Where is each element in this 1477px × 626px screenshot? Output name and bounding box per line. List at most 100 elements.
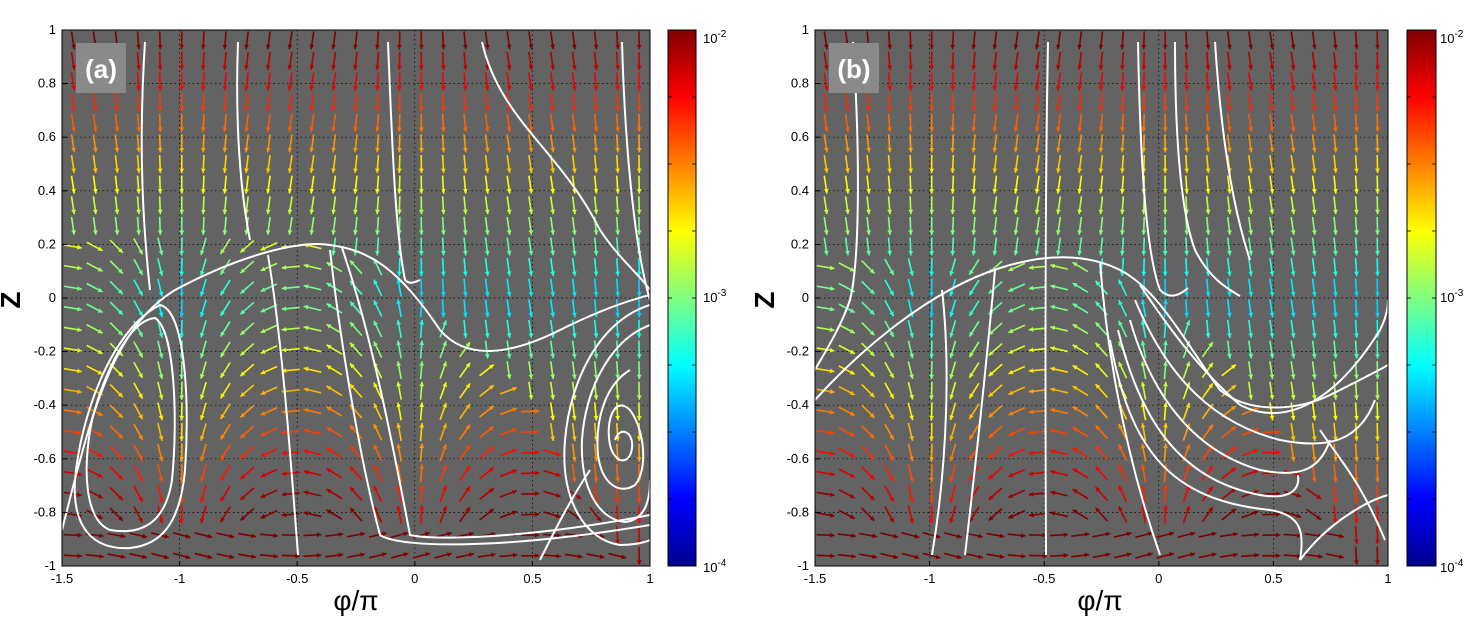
vector-arrow [303, 408, 322, 415]
vector-arrow [1226, 134, 1232, 153]
vector-arrow [1056, 113, 1062, 132]
vector-arrow [907, 402, 914, 421]
vector-arrow [1205, 31, 1211, 50]
vector-arrow [216, 532, 235, 539]
vector-arrow [968, 423, 980, 441]
vector-arrow [1140, 484, 1147, 503]
vector-arrow [1013, 154, 1019, 174]
streamline-x-0-2-a [481, 41, 650, 291]
vector-arrow [373, 279, 383, 297]
vector-arrow [375, 237, 380, 256]
vector-arrow [1050, 532, 1069, 538]
vector-arrow [419, 319, 425, 338]
vector-arrow [571, 31, 577, 50]
vector-arrow [1120, 31, 1125, 50]
vector-arrow [861, 301, 875, 316]
vector-arrow [219, 279, 231, 296]
streamline-x-0-7-a [329, 249, 650, 546]
vector-arrow [326, 385, 343, 397]
vector-arrow [1226, 72, 1232, 91]
vector-arrow [114, 93, 120, 112]
vector-arrow [929, 505, 934, 524]
vector-arrow [543, 469, 561, 477]
vector-arrow [499, 386, 518, 395]
vector-arrow [349, 465, 363, 481]
arrow-field-b [816, 31, 1380, 565]
vector-arrow [397, 31, 402, 50]
vector-arrow [92, 134, 98, 153]
vector-arrow [239, 404, 255, 418]
vector-arrow [992, 113, 998, 132]
vector-arrow [63, 409, 82, 415]
vector-arrow [971, 31, 977, 50]
vector-arrow [1205, 72, 1211, 91]
vector-arrow [887, 72, 893, 91]
vector-arrow [521, 470, 540, 476]
vector-arrow [63, 367, 82, 374]
vector-arrow [1247, 340, 1254, 359]
vector-arrow [1354, 51, 1359, 70]
vector-arrow [1290, 93, 1296, 112]
vector-arrow [238, 532, 257, 539]
vector-arrow [331, 134, 337, 153]
vector-arrow [571, 93, 577, 112]
vector-arrow [109, 383, 124, 398]
vector-arrow [179, 216, 185, 235]
vector-arrow [1247, 51, 1254, 70]
x-tick-label: -0.5 [1033, 571, 1055, 586]
vector-arrow [1184, 237, 1190, 256]
vector-arrow [1113, 531, 1132, 538]
vector-arrow [396, 443, 402, 462]
vector-arrow [462, 51, 468, 70]
vector-arrow [636, 402, 642, 421]
vector-arrow [1269, 381, 1275, 400]
vector-arrow [1072, 488, 1089, 500]
vector-arrow [499, 428, 518, 436]
vector-arrow [331, 72, 337, 91]
vector-arrow [861, 342, 875, 357]
vector-arrow [950, 51, 956, 70]
vector-arrow [375, 93, 380, 112]
vector-arrow [1072, 302, 1089, 314]
vector-arrow [326, 261, 343, 273]
vector-arrow [1120, 93, 1125, 112]
vector-arrow [884, 361, 895, 379]
vector-arrow [593, 196, 599, 215]
vector-arrow [1156, 552, 1175, 559]
vector-arrow [1290, 154, 1296, 174]
vector-arrow [901, 532, 920, 539]
panel-a: -1.5 -1 -0.5 0 0.5 110.80.60.40.20-0.2-0.4-0.… [0, 22, 654, 616]
vector-arrow [549, 196, 556, 215]
vector-arrow [265, 93, 271, 112]
vector-arrow [542, 553, 562, 559]
vector-arrow [419, 443, 425, 462]
vector-arrow [412, 552, 431, 559]
vector-arrow [349, 342, 363, 357]
vector-arrow [239, 487, 255, 501]
vector-arrow [109, 466, 124, 481]
vector-arrow [179, 72, 185, 91]
x-tick-label: 1 [646, 571, 653, 586]
vector-arrow [397, 72, 402, 91]
vector-arrow [968, 506, 980, 523]
vector-arrow [922, 552, 941, 560]
vector-arrow [950, 72, 956, 91]
vector-arrow [303, 511, 322, 518]
vector-arrow [1311, 319, 1317, 338]
vector-arrow [1050, 428, 1069, 435]
vector-arrow [63, 244, 82, 250]
vector-arrow [823, 31, 829, 50]
vector-arrow [331, 196, 337, 215]
vector-arrow [1008, 262, 1026, 272]
vector-arrow [353, 154, 358, 174]
vector-arrow [1333, 340, 1338, 359]
vector-arrow [1028, 388, 1047, 394]
vector-arrow [1269, 51, 1275, 70]
vector-arrow [349, 424, 363, 440]
vector-arrow [260, 510, 278, 519]
vector-arrow [1333, 422, 1338, 442]
vector-arrow [1311, 216, 1317, 235]
vector-arrow [1201, 465, 1214, 482]
vector-arrow [86, 262, 104, 272]
vector-arrow [309, 113, 315, 132]
